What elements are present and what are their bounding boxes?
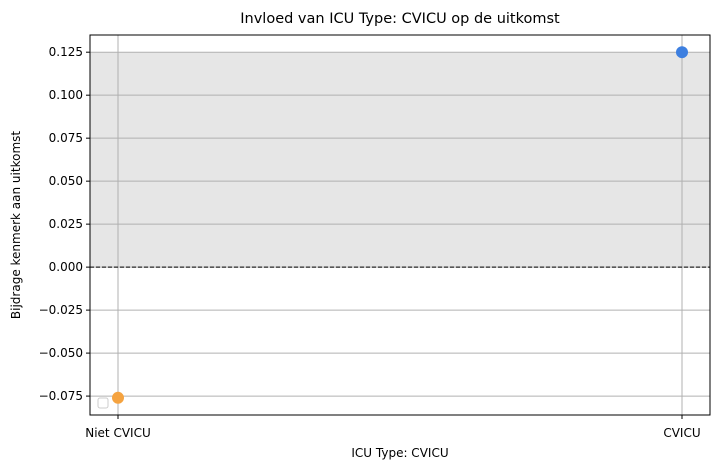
y-tick-label: 0.100 xyxy=(49,88,83,102)
x-axis: Niet CVICU CVICU xyxy=(85,415,701,440)
x-tick-label: Niet CVICU xyxy=(85,426,151,440)
y-axis: 0.125 0.100 0.075 0.050 0.025 0.000 −0.025 −0.0… xyxy=(39,45,90,403)
y-tick-label: 0.000 xyxy=(49,260,83,274)
y-tick-label: −0.025 xyxy=(39,303,83,317)
y-axis-label: Bijdrage kenmerk aan uitkomst xyxy=(9,131,23,319)
data-point-cvicu xyxy=(676,46,688,59)
y-tick-label: −0.050 xyxy=(39,346,83,360)
data-points xyxy=(112,46,688,404)
y-tick-label: −0.075 xyxy=(39,389,83,403)
positive-contribution-band xyxy=(90,52,710,268)
chart-title: Invloed van ICU Type: CVICU op de uitkom… xyxy=(240,11,560,27)
y-tick-label: 0.050 xyxy=(49,174,83,188)
y-tick-label: 0.075 xyxy=(49,131,83,145)
grid-lines xyxy=(90,35,710,415)
legend xyxy=(97,397,109,409)
x-axis-label: ICU Type: CVICU xyxy=(351,446,448,460)
x-tick-label: CVICU xyxy=(663,426,700,440)
data-point-niet-cvicu xyxy=(112,391,124,404)
y-tick-label: 0.025 xyxy=(49,217,83,231)
plot-frame xyxy=(89,34,711,416)
y-tick-label: 0.125 xyxy=(49,45,83,59)
